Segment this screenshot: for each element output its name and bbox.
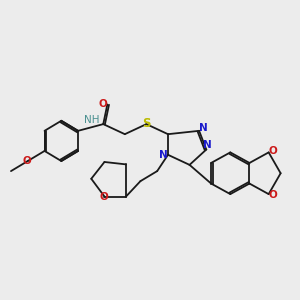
Text: N: N — [199, 123, 208, 134]
Text: NH: NH — [84, 115, 100, 125]
Text: O: O — [268, 146, 277, 156]
Text: S: S — [142, 117, 151, 130]
Text: O: O — [100, 191, 108, 202]
Text: O: O — [268, 190, 277, 200]
Text: N: N — [159, 150, 168, 160]
Text: O: O — [99, 100, 107, 110]
Text: O: O — [23, 156, 32, 166]
Text: N: N — [203, 140, 212, 150]
